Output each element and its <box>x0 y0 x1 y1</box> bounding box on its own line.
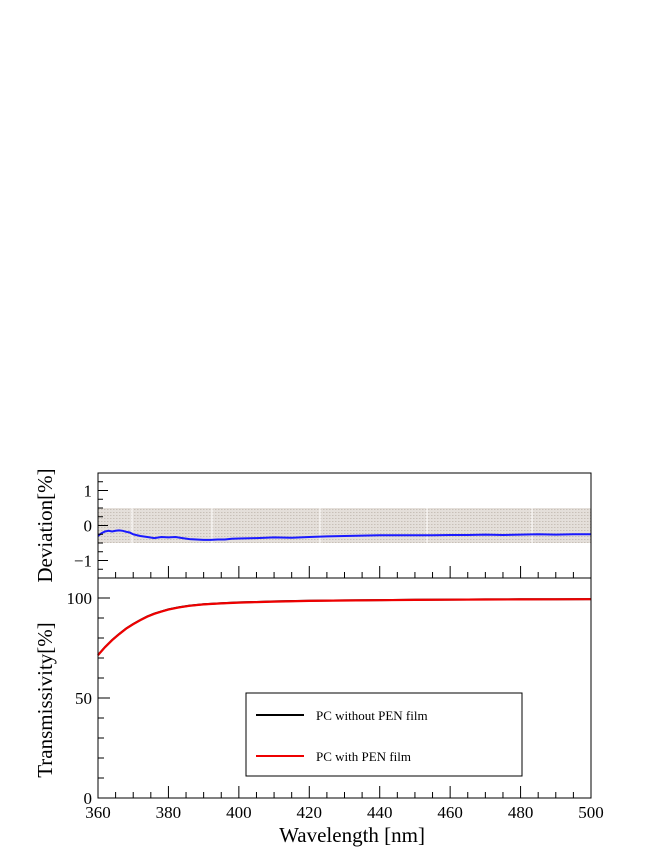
deviation-lines <box>97 529 591 541</box>
deviation-series-line <box>97 529 591 541</box>
legend-label-with-pen: PC with PEN film <box>316 749 411 764</box>
transmissivity-ticks <box>97 577 592 799</box>
series-line-with-pen <box>97 598 592 656</box>
deviation-y-tick-label: 0 <box>84 517 93 536</box>
transmissivity-panel: 0 50 100 360 380 400 420 440 460 480 500 Transmis… <box>33 577 604 847</box>
transmissivity-y-axis-title: Transmissivity[%] <box>33 622 57 778</box>
legend-label-without-pen: PC without PEN film <box>316 708 428 723</box>
x-tick-label: 420 <box>297 803 323 822</box>
deviation-panel: −1 0 1 Deviation[%] <box>33 468 592 583</box>
transmissivity-lines <box>97 598 592 656</box>
x-tick-label: 440 <box>367 803 393 822</box>
x-tick-labels: 360 380 400 420 440 460 480 500 <box>85 803 604 822</box>
x-axis-title: Wavelength [nm] <box>279 823 425 847</box>
deviation-y-tick-label: 1 <box>84 482 93 501</box>
deviation-y-axis-title: Deviation[%] <box>33 468 57 582</box>
transmissivity-y-tick-labels: 0 50 100 <box>67 589 93 808</box>
x-tick-label: 360 <box>85 803 111 822</box>
x-tick-label: 400 <box>226 803 252 822</box>
legend: PC without PEN film PC with PEN film <box>245 692 523 777</box>
transmissivity-y-tick-label: 100 <box>67 589 93 608</box>
x-tick-label: 460 <box>437 803 463 822</box>
x-tick-label: 480 <box>508 803 534 822</box>
deviation-y-tick-labels: −1 0 1 <box>74 482 92 571</box>
deviation-y-tick-label: −1 <box>74 552 92 571</box>
x-tick-label: 500 <box>578 803 604 822</box>
transmissivity-y-tick-label: 0 <box>84 789 93 808</box>
transmissivity-y-tick-label: 50 <box>75 689 92 708</box>
x-tick-label: 380 <box>156 803 182 822</box>
legend-box <box>245 692 523 777</box>
deviation-ticks <box>97 472 592 579</box>
series-line-without-pen <box>97 598 592 656</box>
